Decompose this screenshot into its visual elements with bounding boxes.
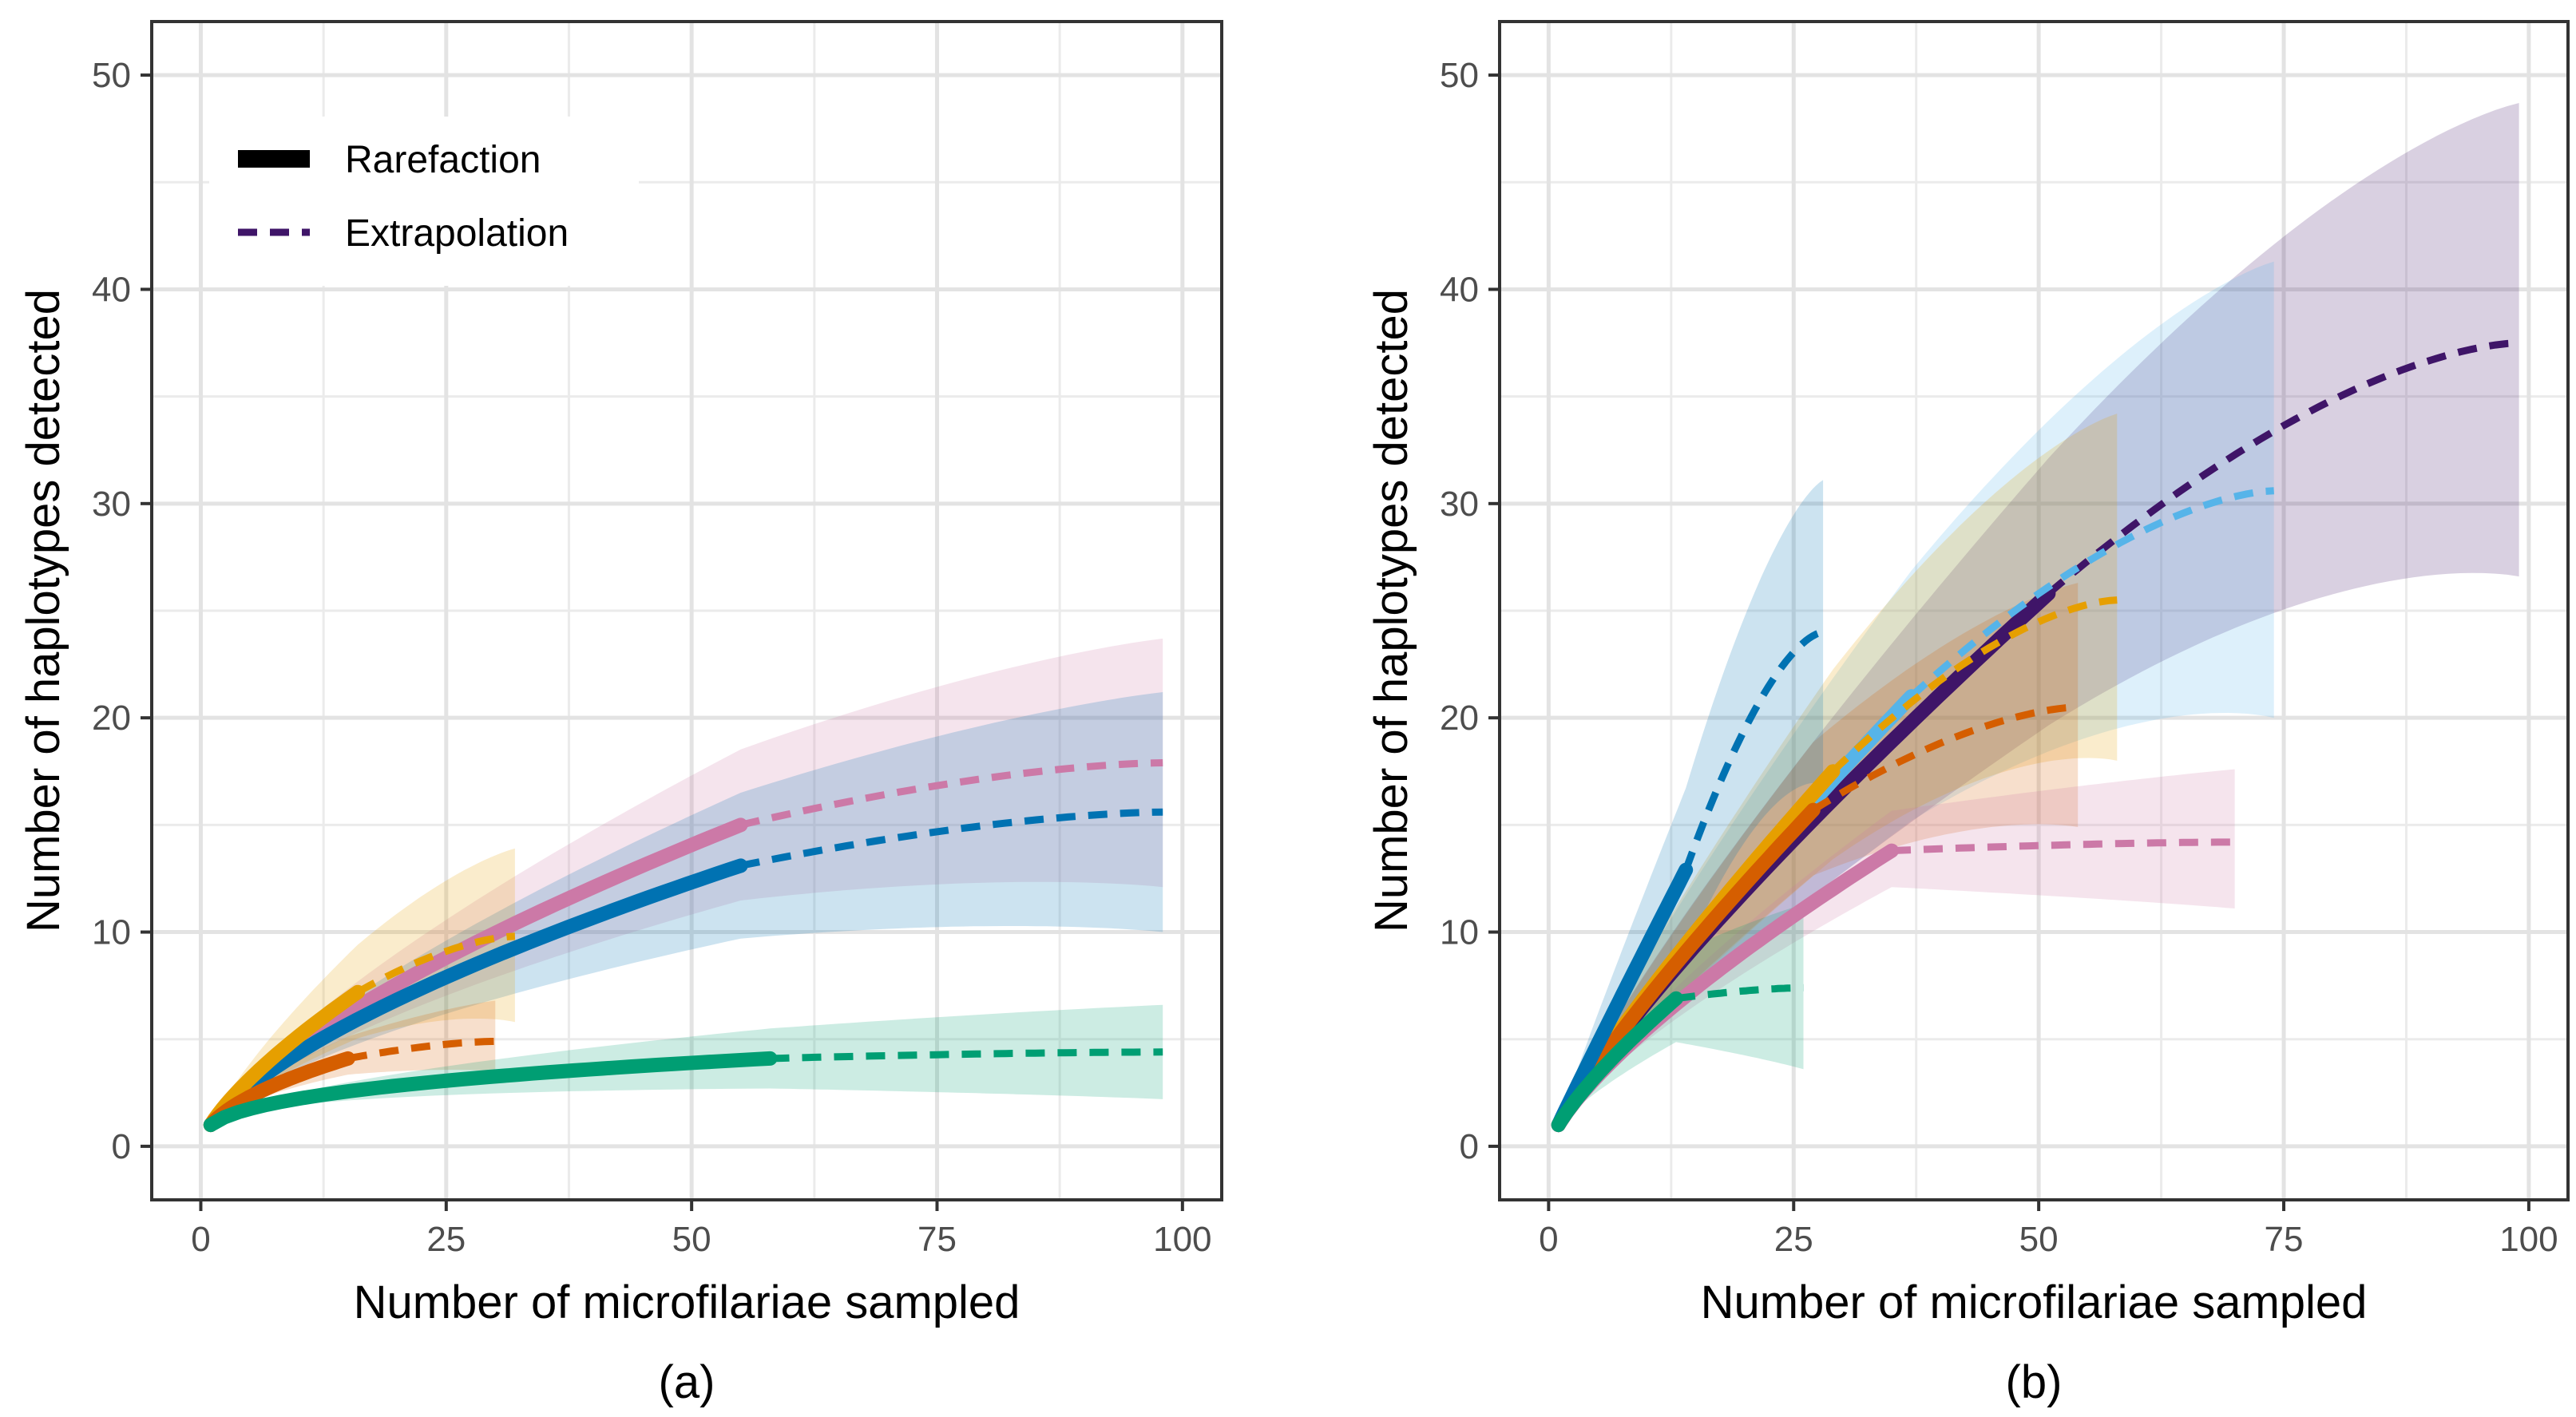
legend-background bbox=[209, 117, 639, 286]
x-tick-label: 25 bbox=[426, 1220, 466, 1259]
panel-label: (a) bbox=[659, 1356, 715, 1408]
panel-a: 0 25 50 75 100 0 10 20 30 40 50 Number of microfila… bbox=[18, 20, 1223, 1408]
panel-label: (b) bbox=[2006, 1356, 2063, 1408]
rarefaction-line-orange bbox=[203, 1051, 355, 1133]
extrapolation-line-blue bbox=[739, 808, 1163, 869]
ci-band-blue bbox=[1558, 480, 1824, 1126]
legend: Rarefaction Extrapolation bbox=[209, 117, 639, 286]
legend-extrapolation-label: Extrapolation bbox=[345, 212, 569, 255]
y-tick-label: 20 bbox=[92, 699, 131, 738]
y-tick-label: 50 bbox=[92, 56, 131, 95]
y-tick-label: 20 bbox=[1440, 699, 1479, 738]
y-tick-label: 50 bbox=[1440, 56, 1479, 95]
extrapolation-line-purple bbox=[2046, 339, 2519, 596]
rarefaction-line-yellow bbox=[203, 984, 366, 1133]
extrapolation-line-yellow bbox=[1830, 596, 2118, 774]
y-tick-label: 10 bbox=[92, 913, 131, 952]
x-axis-title: Number of microfilariae sampled bbox=[1701, 1276, 2368, 1328]
extrapolation-line-pink bbox=[1891, 838, 2235, 855]
y-axis-title: Number of haplotypes detected bbox=[18, 289, 69, 932]
x-tick-label: 0 bbox=[1539, 1220, 1558, 1259]
ci-band-blue bbox=[210, 692, 1163, 1126]
panel-border bbox=[150, 20, 1223, 1201]
extrapolation-line-orange bbox=[1811, 703, 2079, 813]
extrapolation-line-blue bbox=[1682, 628, 1825, 872]
extrapolation-line-green bbox=[1675, 984, 1804, 1003]
ci-band-orange bbox=[1558, 583, 2079, 1126]
rarefaction-line-green bbox=[203, 1051, 778, 1133]
x-tick-label: 25 bbox=[1774, 1220, 1813, 1259]
ci-band-purple bbox=[1558, 103, 2519, 1126]
ci-band-pink bbox=[1558, 769, 2235, 1126]
rarefaction-line-blue bbox=[1551, 862, 1694, 1133]
x-tick-label: 100 bbox=[2499, 1220, 2558, 1259]
panel-border bbox=[1498, 20, 2570, 1201]
rarefaction-line-orange bbox=[1551, 802, 1821, 1133]
x-tick-label: 50 bbox=[672, 1220, 711, 1259]
panel-b: 0 25 50 75 100 0 10 20 30 40 50 Number of microfila… bbox=[1365, 20, 2570, 1408]
y-tick-label: 40 bbox=[1440, 270, 1479, 309]
rarefaction-line-green bbox=[1551, 991, 1683, 1133]
extrapolation-line-light-blue bbox=[1908, 487, 2274, 699]
y-tick-label: 10 bbox=[1440, 913, 1479, 952]
extrapolation-line-orange bbox=[347, 1037, 496, 1063]
y-tick-label: 30 bbox=[92, 485, 131, 524]
extrapolation-line-yellow bbox=[355, 932, 516, 995]
y-tick-label: 30 bbox=[1440, 485, 1479, 524]
legend-rarefaction-label: Rarefaction bbox=[345, 139, 541, 181]
x-tick-label: 50 bbox=[2019, 1220, 2059, 1259]
x-tick-label: 100 bbox=[1153, 1220, 1211, 1259]
x-tick-label: 75 bbox=[917, 1220, 957, 1259]
y-tick-label: 40 bbox=[92, 270, 131, 309]
y-axis-title: Number of haplotypes detected bbox=[1365, 289, 1417, 932]
y-tick-label: 0 bbox=[112, 1127, 131, 1166]
x-axis-title: Number of microfilariae sampled bbox=[354, 1276, 1020, 1328]
rarefaction-line-blue bbox=[203, 858, 748, 1133]
x-tick-label: 75 bbox=[2265, 1220, 2304, 1259]
x-tick-label: 0 bbox=[191, 1220, 210, 1259]
extrapolation-line-green bbox=[770, 1048, 1163, 1063]
extrapolation-line-pink bbox=[739, 759, 1163, 829]
y-tick-label: 0 bbox=[1460, 1127, 1479, 1166]
